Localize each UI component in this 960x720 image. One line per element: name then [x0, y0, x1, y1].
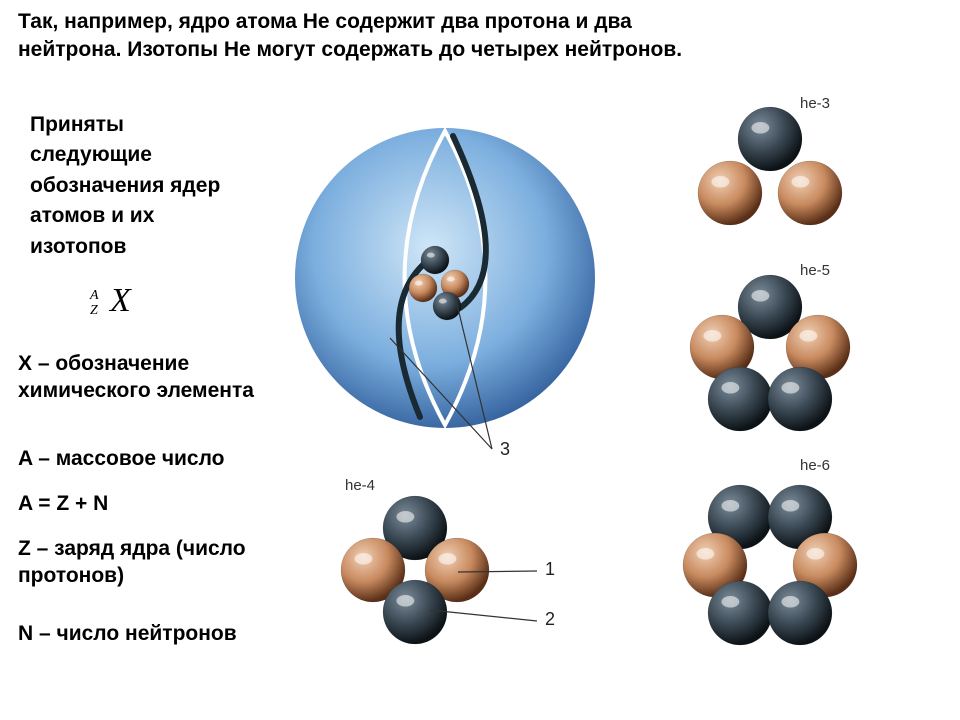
isotope-he-4: he-4	[341, 477, 489, 644]
svg-text:1: 1	[545, 559, 555, 579]
isotope-he-3: he-3	[698, 95, 842, 225]
svg-text:he-6: he-6	[800, 457, 830, 474]
main-atom: 3	[295, 128, 595, 459]
svg-text:3: 3	[500, 439, 510, 459]
isotope-he-6: he-6	[683, 457, 857, 645]
svg-text:he-3: he-3	[800, 95, 830, 112]
diagram-canvas: 3 he-3 he-5 he-4 he-6 1 2	[0, 0, 960, 720]
svg-text:he-5: he-5	[800, 262, 830, 279]
isotope-he-5: he-5	[690, 262, 850, 431]
svg-text:he-4: he-4	[345, 477, 375, 494]
svg-text:2: 2	[545, 609, 555, 629]
